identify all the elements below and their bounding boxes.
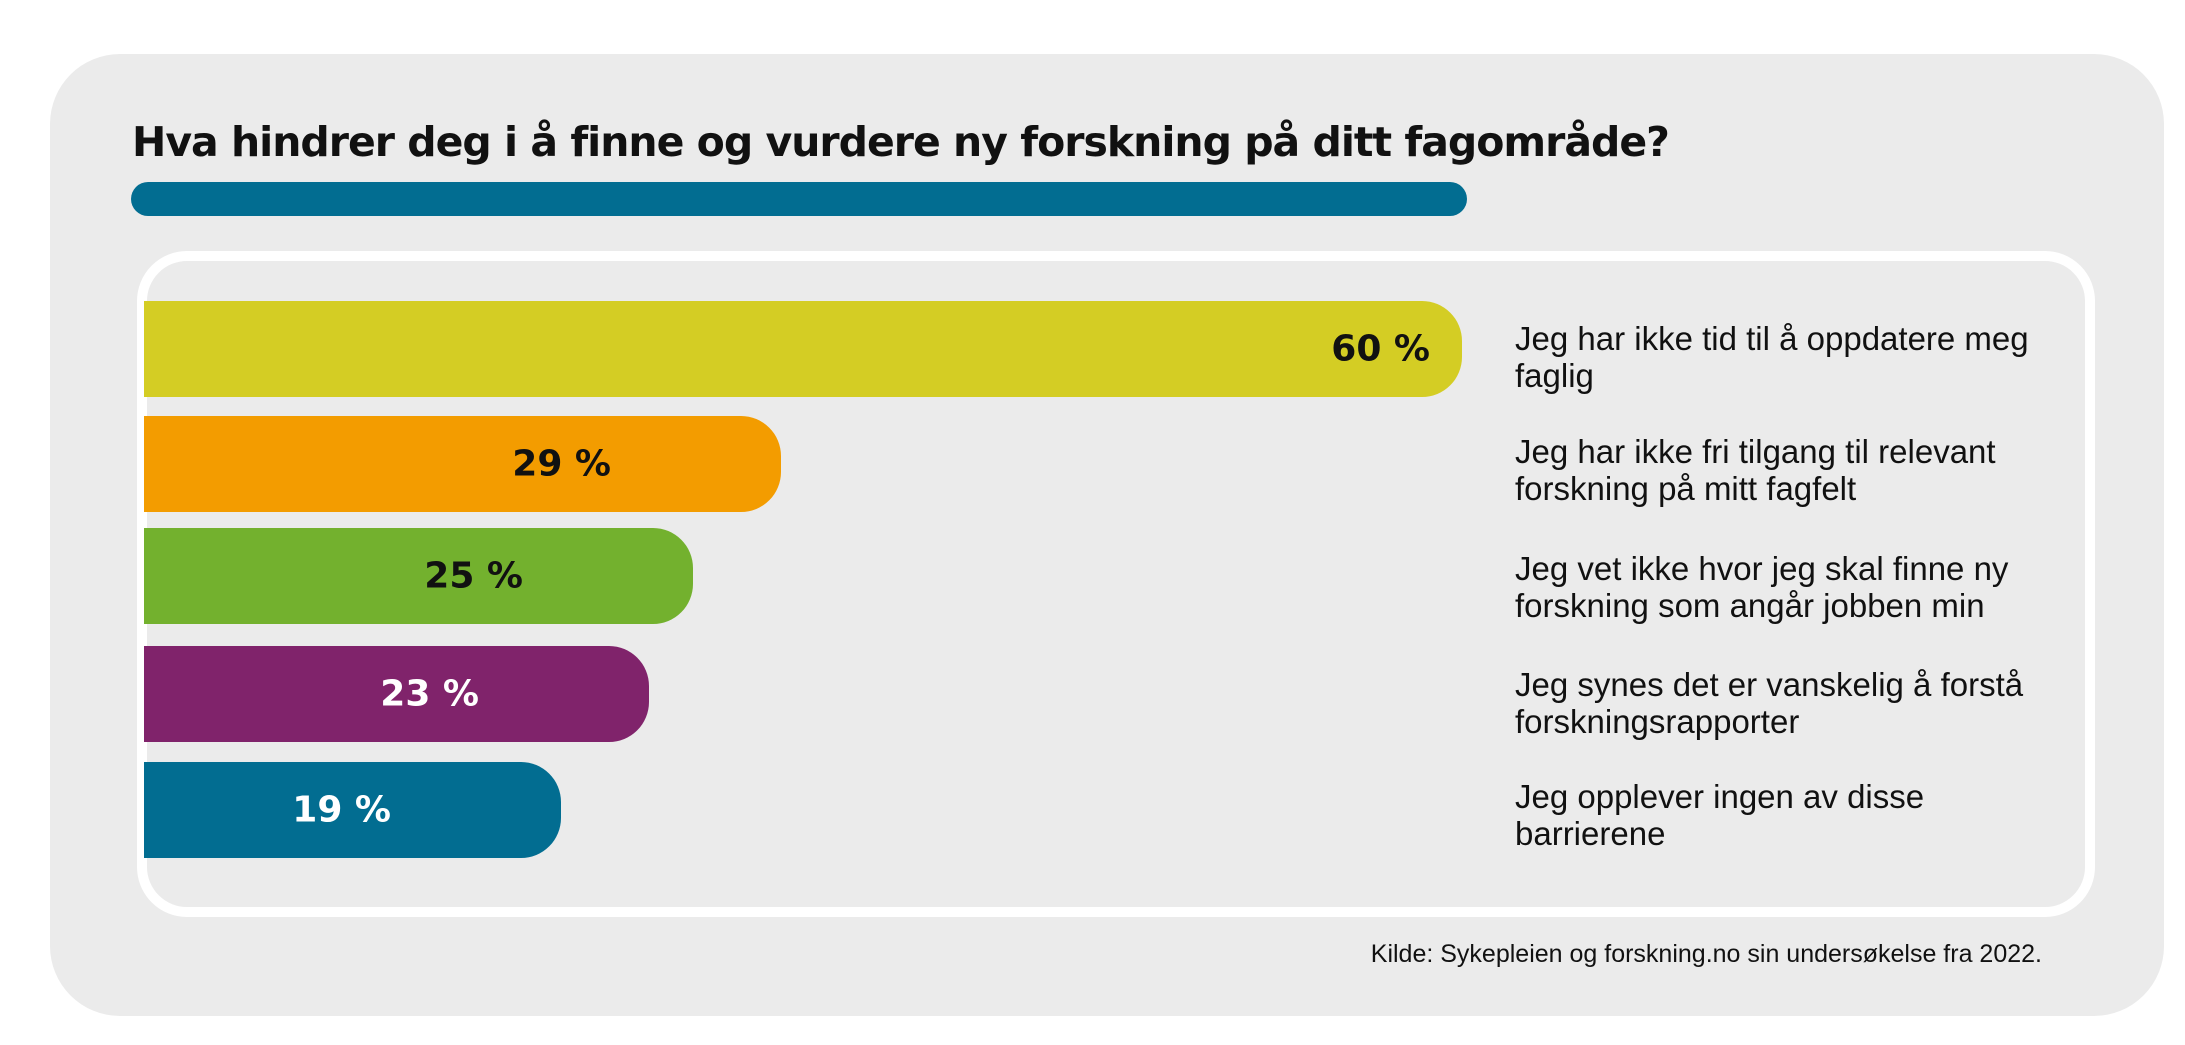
bar-5: 19 %	[144, 762, 561, 858]
bar-value-label-1: 60 %	[1331, 328, 1430, 370]
bar-value-label-2: 29 %	[512, 443, 611, 485]
source-note: Kilde: Sykepleien og forskning.no sin un…	[1370, 940, 2042, 968]
bar-1: 60 %	[144, 301, 1462, 397]
category-label-4: Jeg synes det er vanskelig å forstå fors…	[1515, 666, 2024, 740]
category-label-3: Jeg vet ikke hvor jeg skal finne ny fors…	[1515, 550, 2009, 624]
title-underline-bar	[131, 182, 1467, 216]
bar-value-label-5: 19 %	[292, 789, 391, 831]
bar-4: 23 %	[144, 646, 649, 742]
category-label-1: Jeg har ikke tid til å oppdatere meg fag…	[1515, 320, 2029, 394]
bar-3: 25 %	[144, 528, 693, 624]
category-label-2: Jeg har ikke fri tilgang til relevant fo…	[1515, 433, 1996, 507]
bar-value-label-4: 23 %	[380, 673, 479, 715]
category-label-5: Jeg opplever ingen av disse barrierene	[1515, 778, 1925, 852]
chart-title: Hva hindrer deg i å finne og vurdere ny …	[132, 118, 1670, 166]
bar-value-label-3: 25 %	[424, 555, 523, 597]
bar-2: 29 %	[144, 416, 781, 512]
chart-frame	[137, 251, 2095, 917]
